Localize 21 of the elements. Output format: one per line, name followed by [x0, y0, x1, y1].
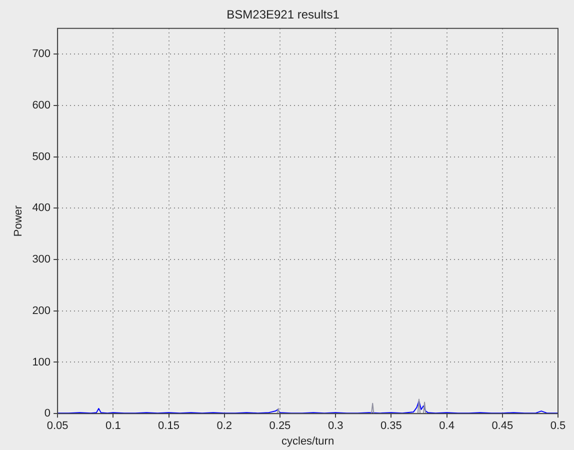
- x-tick-label: 0.5: [550, 420, 566, 432]
- x-tick-label: 0.15: [158, 420, 180, 432]
- x-tick-label: 0.45: [492, 420, 514, 432]
- x-tick-label: 0.35: [380, 420, 402, 432]
- y-tick-label: 500: [32, 150, 51, 163]
- y-tick-label: 400: [32, 202, 51, 214]
- y-tick-label: 300: [32, 254, 51, 266]
- x-tick-label: 0.05: [46, 420, 68, 432]
- y-tick-label: 600: [32, 99, 51, 112]
- x-tick-label: 0.1: [106, 420, 121, 432]
- y-tick-label: 700: [32, 48, 51, 60]
- y-tick-label: 0: [44, 408, 51, 420]
- y-tick-label: 100: [32, 356, 51, 368]
- x-tick-label: 0.2: [216, 420, 232, 432]
- y-axis-title: Power: [12, 205, 25, 237]
- x-tick-label: 0.4: [439, 420, 454, 432]
- x-tick-label: 0.25: [269, 420, 291, 432]
- x-tick-label: 0.3: [328, 420, 344, 432]
- x-axis-title: cycles/turn: [281, 435, 334, 448]
- chart-title: BSM23E921 results1: [226, 8, 340, 22]
- y-tick-label: 200: [32, 304, 51, 317]
